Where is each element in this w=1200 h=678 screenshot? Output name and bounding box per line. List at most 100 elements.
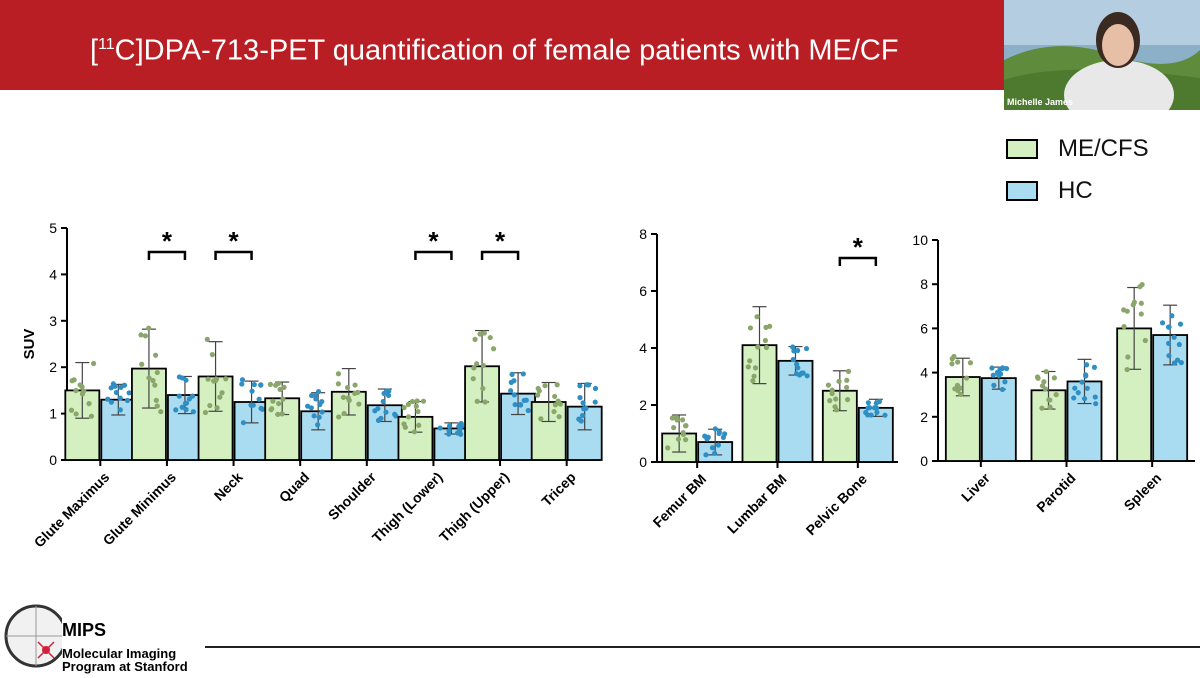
- chart-0-data-point-hc: [577, 395, 583, 401]
- chart-2-data-point-hc: [1091, 364, 1098, 370]
- chart-2-data-point-mecfs: [1047, 404, 1053, 410]
- chart-0-data-point-mecfs: [556, 414, 562, 420]
- chart-0-data-point-mecfs: [207, 402, 213, 409]
- chart-0-data-point-mecfs: [213, 378, 219, 384]
- chart-0-data-point-mecfs: [472, 336, 478, 342]
- chart-1-data-point-mecfs: [671, 425, 677, 431]
- chart-1-data-point-mecfs: [762, 337, 768, 344]
- slide-header: [11C]DPA-713-PET quantification of femal…: [0, 0, 1200, 90]
- chart-0-data-point-hc: [580, 400, 586, 406]
- chart-2-data-point-hc: [1178, 360, 1184, 366]
- chart-0-data-point-mecfs: [88, 413, 95, 419]
- chart-0-data-point-hc: [258, 382, 264, 388]
- chart-0-data-point-hc: [176, 393, 182, 399]
- chart-0-data-point-hc: [189, 393, 196, 399]
- chart-1-data-point-mecfs: [675, 436, 682, 442]
- chart-0-data-point-hc: [592, 385, 599, 392]
- chart-1-data-point-mecfs: [832, 404, 838, 410]
- chart-0-data-point-mecfs: [413, 403, 419, 409]
- chart-2-bar-hc: [980, 377, 1017, 462]
- chart-0-data-point-mecfs: [536, 388, 542, 394]
- chart-2-data-point-mecfs: [1041, 379, 1047, 385]
- chart-0-data-point-hc: [105, 396, 111, 402]
- chart-0-data-point-mecfs: [281, 384, 287, 390]
- chart-0-data-point-mecfs: [402, 424, 408, 430]
- chart-0-data-point-hc: [249, 388, 255, 394]
- chart-0-data-point-mecfs: [275, 411, 281, 417]
- chart-2-data-point-hc: [990, 372, 996, 378]
- chart-0-data-point-mecfs: [73, 387, 79, 394]
- chart-0-data-point-mecfs: [138, 332, 144, 338]
- chart-0-category-label: Neck: [211, 469, 246, 504]
- chart-0-data-point-hc: [311, 413, 317, 419]
- chart-2-category-label: Spleen: [1121, 470, 1165, 514]
- chart-2-data-point-hc: [1075, 390, 1081, 396]
- mips-logo: MIPS Molecular Imaging Program at Stanfo…: [2, 590, 242, 677]
- chart-2-data-point-mecfs: [1121, 324, 1127, 330]
- chart-1-data-point-hc: [795, 347, 801, 354]
- chart-2-data-point-mecfs: [1051, 375, 1057, 381]
- chart-0-data-point-mecfs: [205, 376, 211, 382]
- chart-0-data-point-hc: [313, 396, 319, 402]
- chart-2-data-point-mecfs: [1142, 337, 1148, 344]
- chart-0-data-point-mecfs: [554, 382, 560, 388]
- chart-0-data-point-mecfs: [202, 409, 209, 416]
- chart-0-y-tick-label: 0: [49, 452, 57, 468]
- chart-2-data-point-hc: [1171, 334, 1177, 340]
- chart-1-data-point-hc: [790, 344, 796, 350]
- chart-0-data-point-mecfs: [154, 403, 160, 409]
- chart-0-data-point-mecfs: [356, 401, 362, 407]
- chart-2-data-point-hc: [1176, 341, 1182, 348]
- chart-2-data-point-mecfs: [1131, 299, 1137, 305]
- chart-2-data-point-mecfs: [1034, 374, 1041, 380]
- chart-2-data-point-hc: [1174, 357, 1181, 363]
- chart-2-data-point-hc: [989, 365, 995, 371]
- chart-0-data-point-hc: [251, 381, 257, 388]
- chart-0-data-point-mecfs: [146, 375, 152, 381]
- chart-1-category-label: Femur BM: [650, 471, 710, 531]
- chart-1-data-point-mecfs: [682, 437, 689, 443]
- chart-2-data-point-mecfs: [1043, 368, 1049, 375]
- chart-2-data-point-mecfs: [1138, 311, 1144, 317]
- chart-0-data-point-hc: [173, 407, 179, 413]
- chart-1-data-point-mecfs: [829, 390, 835, 397]
- chart-0-category-label: Thigh (Lower): [369, 469, 446, 546]
- chart-0-category-label: Shoulder: [325, 468, 380, 523]
- chart-2-data-point-mecfs: [955, 386, 961, 393]
- chart-1-data-point-mecfs: [844, 397, 851, 403]
- presenter-webcam[interactable]: Michelle James: [1004, 0, 1200, 110]
- chart-1-data-point-hc: [704, 436, 710, 442]
- chart-0-data-point-hc: [592, 399, 598, 405]
- chart-2-data-point-hc: [1084, 385, 1090, 391]
- chart-2-data-point-hc: [1072, 385, 1078, 391]
- chart-0-data-point-mecfs: [538, 416, 544, 422]
- chart-0-data-point-mecfs: [158, 409, 164, 415]
- chart-0-data-point-hc: [458, 421, 464, 428]
- chart-0-data-point-mecfs: [269, 406, 275, 412]
- chart-0-significance-bracket: [214, 250, 253, 260]
- chart-0-data-point-hc: [581, 406, 587, 412]
- chart-1-data-point-mecfs: [745, 364, 751, 370]
- chart-0-data-point-mecfs: [276, 400, 282, 407]
- chart-0-data-point-mecfs: [420, 398, 427, 404]
- chart-2-data-point-mecfs: [951, 353, 957, 360]
- chart-0-data-point-mecfs: [280, 396, 286, 402]
- chart-0-data-point-mecfs: [346, 397, 352, 403]
- chart-0-data-point-hc: [520, 371, 526, 377]
- chart-1-data-point-hc: [712, 450, 718, 456]
- chart-0-data-point-hc: [108, 399, 115, 405]
- legend-label-hc: HC: [1058, 177, 1093, 204]
- chart-0-data-point-hc: [183, 406, 189, 413]
- chart-0-data-point-hc: [578, 418, 584, 424]
- chart-1-data-point-mecfs: [763, 324, 769, 330]
- chart-1-data-point-mecfs: [747, 325, 754, 331]
- chart-1-data-point-mecfs: [752, 365, 759, 371]
- chart-0-data-point-mecfs: [214, 405, 220, 411]
- chart-0-data-point-hc: [190, 409, 196, 415]
- chart-0-data-point-mecfs: [480, 362, 486, 369]
- chart-0-data-point-hc: [239, 377, 246, 383]
- chart-0-data-point-mecfs: [267, 381, 274, 387]
- chart-0-data-point-mecfs: [482, 399, 488, 405]
- chart-0-data-point-mecfs: [142, 333, 148, 339]
